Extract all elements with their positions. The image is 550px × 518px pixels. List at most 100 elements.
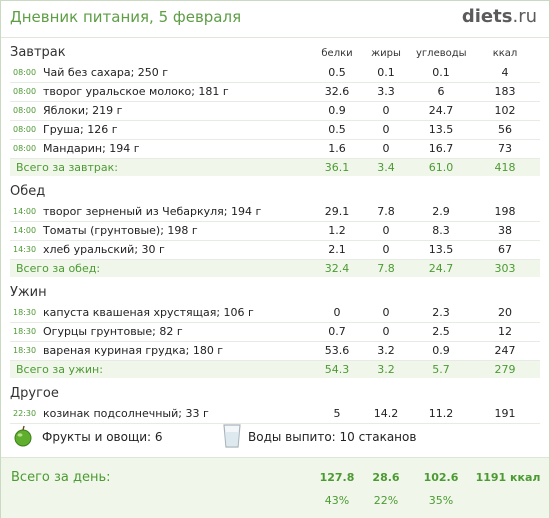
food-row[interactable]: 08:00 Чай без сахара; 250 г 0.5 0.1 0.1 4 [10,64,540,83]
food-carbs: 16.7 [428,142,454,155]
food-fat: 7.8 [377,205,395,218]
food-carbs: 2.5 [432,325,450,338]
food-protein: 0.7 [328,325,346,338]
food-row[interactable]: 14:00 Томаты (грунтовые); 198 г 1.2 0 8.3 38 [10,222,540,241]
food-time: 08:00 [13,68,37,77]
food-name[interactable]: капуста квашеная хрустящая; 106 г [43,306,254,319]
food-kcal: 4 [501,66,509,79]
food-time: 14:00 [13,226,37,235]
food-time: 08:00 [13,144,37,153]
food-name[interactable]: вареная куриная грудка; 180 г [43,344,224,357]
food-carbs: 0.9 [432,344,450,357]
food-row[interactable]: 14:30 хлеб уральский; 30 г 2.1 0 13.5 67 [10,241,540,260]
food-row[interactable]: 08:00 Яблоки; 219 г 0.9 0 24.7 102 [10,102,540,121]
food-protein: 32.6 [324,85,350,98]
meal-section: Ужин 18:30 капуста квашеная хрустящая; 106… [10,285,540,378]
food-name[interactable]: творог уральское молоко; 181 г [43,85,229,98]
food-time: 18:30 [13,308,37,317]
food-name[interactable]: Томаты (грунтовые); 198 г [43,224,198,237]
meal-total-row: Всего за завтрак: 36.1 3.4 61.0 418 [10,159,540,176]
food-time: 18:30 [13,346,37,355]
food-protein: 2.1 [328,243,346,256]
site-logo[interactable]: diets.ru [462,6,537,27]
food-protein: 53.6 [324,344,350,357]
water-count: Воды выпито: 10 стаканов [248,430,417,444]
food-row[interactable]: 18:30 Огурцы грунтовые; 82 г 0.7 0 2.5 12 [10,323,540,342]
meal-total-carbs: 24.7 [428,262,454,275]
food-row[interactable]: 14:00 творог зерненый из Чебаркуля; 194 г… [10,203,540,222]
day-fat: 28.6 [372,471,400,484]
meal-total-protein: 36.1 [324,161,350,174]
food-name[interactable]: Яблоки; 219 г [43,104,123,117]
food-name[interactable]: Мандарин; 194 г [43,142,140,155]
column-header-protein: белки [321,48,353,59]
food-fat: 0 [382,142,390,155]
food-row[interactable]: 18:30 капуста квашеная хрустящая; 106 г 0 0… [10,304,540,323]
food-name[interactable]: Огурцы грунтовые; 82 г [43,325,183,338]
food-fat: 3.2 [377,344,395,357]
apple-icon [14,425,32,447]
header: Дневник питания, 5 февраля diets.ru [1,1,549,38]
page-title: Дневник питания, 5 февраля [10,8,242,26]
food-name[interactable]: Груша; 126 г [43,123,118,136]
day-protein: 127.8 [319,471,355,484]
food-carbs: 0.1 [432,66,450,79]
food-name[interactable]: Чай без сахара; 250 г [43,66,169,79]
food-carbs: 11.2 [428,407,454,420]
day-fat-pct: 22% [373,494,399,507]
section-gap [10,277,540,285]
column-header-carbs: углеводы [416,48,467,59]
meal-total-label: Всего за завтрак: [16,161,119,174]
section-title: Ужин [10,285,47,300]
food-fat: 3.3 [377,85,395,98]
food-row[interactable]: 08:00 творог уральское молоко; 181 г 32.6 3… [10,83,540,102]
meal-total-protein: 32.4 [324,262,350,275]
food-name[interactable]: творог зерненый из Чебаркуля; 194 г [43,205,262,218]
food-row[interactable]: 18:30 вареная куриная грудка; 180 г 53.6 3.… [10,342,540,361]
section-header: Другое [10,386,540,405]
meal-total-label: Всего за ужин: [16,363,103,376]
column-header-fat: жиры [371,48,401,59]
food-fat: 0 [382,123,390,136]
meal-section: Завтрак белки жиры углеводы ккал 08:00 Чай без… [10,45,540,176]
food-kcal: 247 [494,344,516,357]
logo-tld: .ru [512,6,537,27]
meal-section: Другое 22:30 козинак подсолнечный; 33 г 5 14… [10,386,540,424]
fruits-count: Фрукты и овощи: 6 [42,430,163,444]
meal-sections: Завтрак белки жиры углеводы ккал 08:00 Чай без… [10,45,540,424]
food-time: 08:00 [13,87,37,96]
food-time: 14:00 [13,207,37,216]
food-fat: 0 [382,224,390,237]
food-protein: 0 [333,306,341,319]
food-kcal: 198 [494,205,516,218]
meal-total-label: Всего за обед: [16,262,101,275]
day-total-label: Всего за день: [11,470,111,485]
column-header-kcal: ккал [492,48,518,59]
section-header: Обед [10,184,540,203]
meal-total-row: Всего за ужин: 54.3 3.2 5.7 279 [10,361,540,378]
food-fat: 0 [382,104,390,117]
meal-total-kcal: 279 [494,363,516,376]
food-protein: 0.9 [328,104,346,117]
food-fat: 0 [382,325,390,338]
food-kcal: 12 [498,325,512,338]
food-name[interactable]: козинак подсолнечный; 33 г [43,407,209,420]
meal-total-protein: 54.3 [324,363,350,376]
meal-total-fat: 7.8 [377,262,395,275]
food-kcal: 73 [498,142,512,155]
food-kcal: 183 [494,85,516,98]
food-row[interactable]: 08:00 Груша; 126 г 0.5 0 13.5 56 [10,121,540,140]
food-row[interactable]: 22:30 козинак подсолнечный; 33 г 5 14.2 11.2… [10,405,540,424]
food-protein: 1.6 [328,142,346,155]
food-name[interactable]: хлеб уральский; 30 г [43,243,165,256]
food-protein: 5 [333,407,341,420]
day-protein-pct: 43% [324,494,350,507]
food-time: 22:30 [13,409,37,418]
food-time: 14:30 [13,245,37,254]
food-carbs: 2.9 [432,205,450,218]
food-row[interactable]: 08:00 Мандарин; 194 г 1.6 0 16.7 73 [10,140,540,159]
meal-total-kcal: 303 [494,262,516,275]
food-kcal: 191 [494,407,516,420]
food-protein: 29.1 [324,205,350,218]
